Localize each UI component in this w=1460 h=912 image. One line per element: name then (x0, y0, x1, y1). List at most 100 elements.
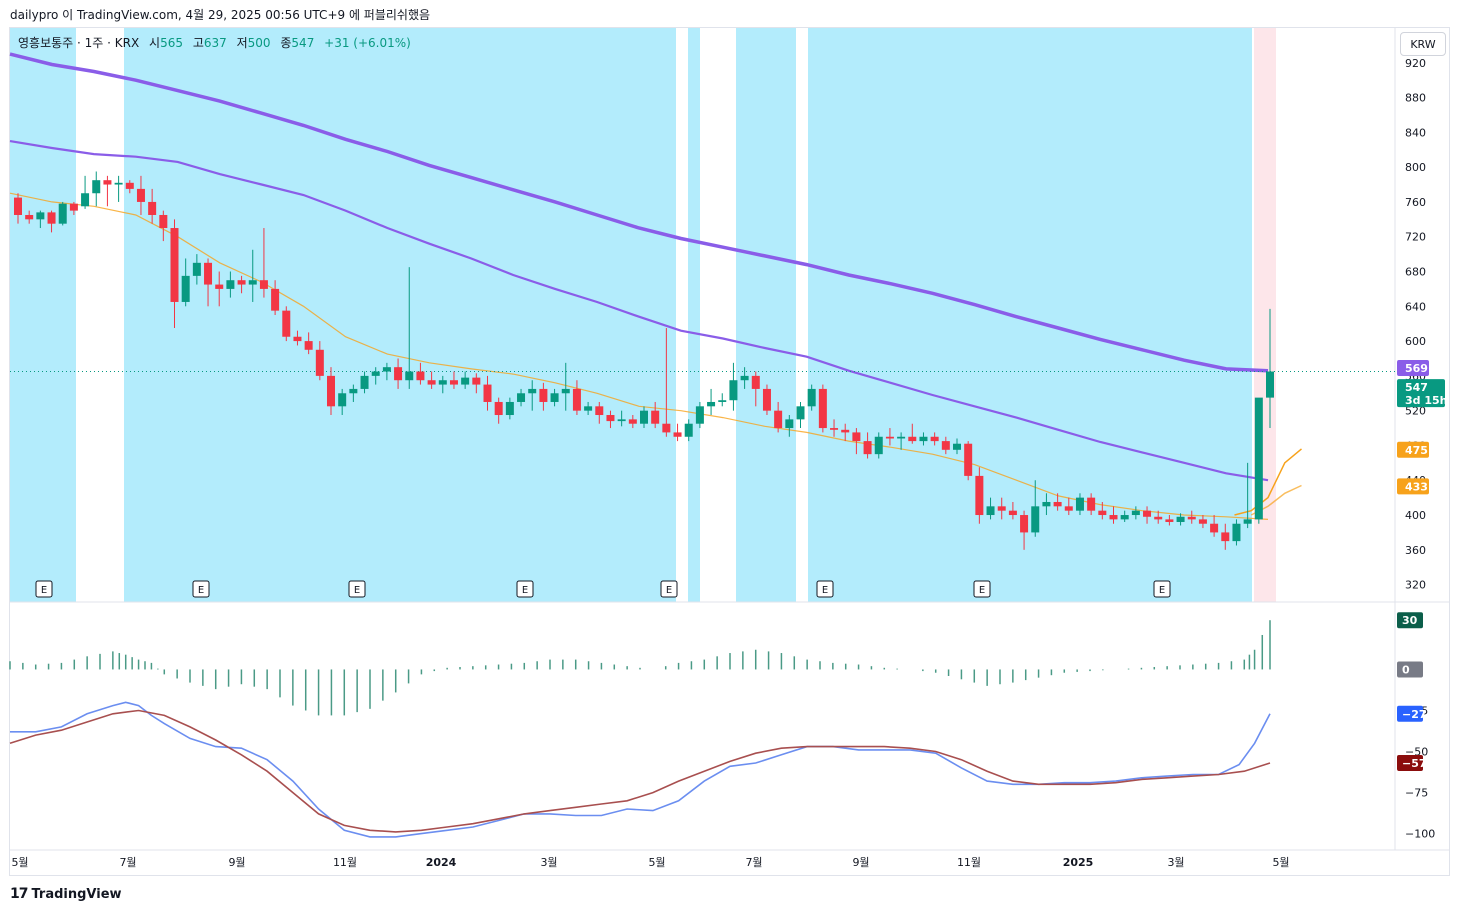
candle-body (427, 380, 436, 385)
price-tick-label: 600 (1405, 335, 1426, 348)
candle-body (114, 182, 123, 185)
candle-body (572, 388, 581, 411)
currency-button[interactable]: KRW (1400, 32, 1446, 56)
candle-body (941, 441, 950, 450)
macd-badge (1397, 705, 1423, 722)
price-badge-label: 569 (1405, 362, 1428, 375)
candle-body (461, 377, 470, 385)
candle-body (181, 275, 190, 302)
earnings-marker-label: E (522, 585, 528, 596)
candle-body (327, 375, 335, 407)
candle-body (1020, 515, 1029, 533)
symbol-name[interactable]: 영흥보통주 · 1주 · KRX (18, 36, 140, 50)
candle-body (315, 349, 324, 376)
footer-brand[interactable]: 17 TradingView (10, 886, 122, 902)
time-tick-label: 5월 (1272, 856, 1289, 869)
highlight-band (808, 28, 1252, 602)
candle-body (25, 214, 34, 220)
candle-body (863, 441, 872, 455)
price-badge-label: 433 (1405, 480, 1428, 493)
price-tick-label: 640 (1405, 300, 1426, 313)
open-value: 565 (160, 36, 183, 50)
candle-body (1053, 501, 1062, 507)
candle-body (47, 212, 56, 224)
candle-body (360, 375, 369, 389)
candle-body (349, 388, 358, 394)
candle-body (271, 288, 280, 311)
candle-body (36, 212, 45, 220)
candle-body (1109, 515, 1118, 520)
macd-badge-label: −27 (1402, 708, 1427, 721)
time-tick-label: 9월 (228, 856, 245, 869)
price-tick-label: 320 (1405, 579, 1426, 592)
candle-body (606, 415, 615, 422)
earnings-marker-box (660, 580, 678, 598)
candle-body (494, 401, 503, 416)
candle-body (293, 336, 302, 342)
price-badge-countdown: 3d 15h (1405, 394, 1448, 407)
time-tick-label: 11월 (333, 856, 357, 869)
candle-body (483, 384, 492, 402)
moving-averages (9, 52, 1395, 520)
candle-body (774, 410, 783, 429)
candle-body (1087, 497, 1096, 511)
candle-body (740, 375, 749, 381)
candle-body (1232, 523, 1241, 542)
candle-body (1008, 510, 1017, 516)
candle-body (125, 182, 134, 189)
time-tick-label: 2025 (1063, 856, 1094, 869)
candle-body (628, 419, 637, 424)
candle-body (136, 188, 145, 202)
ma-mid-line (9, 140, 1269, 482)
macd-badge-label: 0 (1402, 663, 1410, 676)
candle-body (662, 423, 671, 433)
earnings-marker-box (973, 580, 991, 598)
candle-body (561, 388, 570, 394)
high-value: 637 (203, 36, 227, 50)
price-badge (1397, 441, 1429, 458)
candle-body (1254, 397, 1263, 520)
signal-line (9, 709, 1271, 833)
candle-body (416, 371, 425, 381)
price-tick-label: 360 (1405, 544, 1426, 557)
candle-body (1064, 506, 1073, 511)
earnings-marker-label: E (354, 585, 360, 596)
chart-frame (9, 27, 1450, 876)
candle-body (852, 432, 861, 442)
close-label: 종 (280, 36, 292, 50)
earnings-marker-label: E (979, 585, 985, 596)
candle-body (472, 377, 481, 385)
candle-body (997, 506, 1006, 511)
price-badge (1397, 478, 1429, 495)
candle-body (304, 341, 313, 350)
candle-body (1210, 523, 1219, 533)
macd-tick-label: −75 (1405, 787, 1428, 800)
candle-body (930, 436, 939, 442)
candle-body (1165, 519, 1174, 522)
time-tick-label: 7월 (745, 856, 762, 869)
time-tick-label: 11월 (957, 856, 981, 869)
macd-pane: −100−75−50−25 (9, 620, 1435, 841)
candle-body (1031, 506, 1040, 533)
time-tick-label: 5월 (648, 856, 665, 869)
candle-body (438, 380, 447, 385)
candle-body (818, 388, 827, 429)
price-tick-label: 520 (1405, 405, 1426, 418)
earnings-marker-label: E (1159, 585, 1165, 596)
price-tick-label: 800 (1405, 161, 1426, 174)
candle-body (69, 203, 78, 211)
candle-body (986, 506, 995, 516)
high-label: 고 (192, 36, 204, 50)
candle-body (539, 388, 548, 402)
macd-badge (1397, 661, 1423, 678)
candle-body (897, 436, 906, 439)
price-tick-label: 680 (1405, 266, 1426, 279)
ma-short-line (9, 192, 1269, 520)
candle-body (919, 436, 928, 442)
price-badge (1397, 379, 1445, 408)
candle-body (528, 388, 537, 394)
candle-body (58, 203, 67, 224)
highlight-band (10, 28, 76, 602)
